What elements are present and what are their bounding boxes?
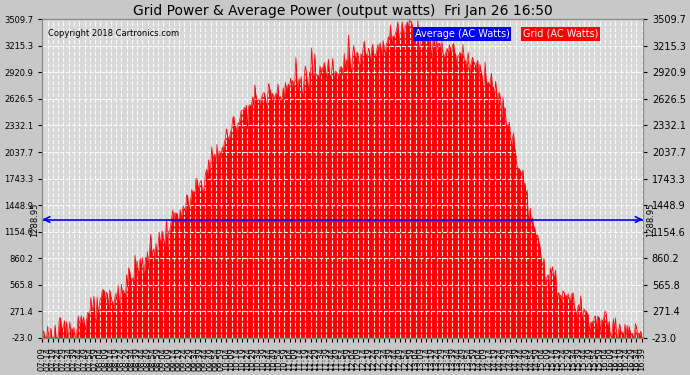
Text: Average (AC Watts): Average (AC Watts) [415,29,509,39]
Text: 1288.95: 1288.95 [646,202,655,237]
Title: Grid Power & Average Power (output watts)  Fri Jan 26 16:50: Grid Power & Average Power (output watts… [132,4,553,18]
Text: Copyright 2018 Cartronics.com: Copyright 2018 Cartronics.com [48,29,179,38]
Text: Grid (AC Watts): Grid (AC Watts) [523,29,598,39]
Text: 1288.95: 1288.95 [30,202,39,237]
